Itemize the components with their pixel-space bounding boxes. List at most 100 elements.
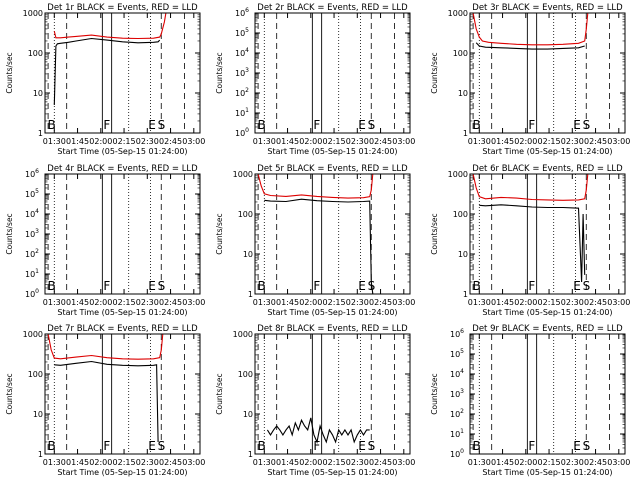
y-tick-label: 1000 (233, 170, 253, 179)
x-tick-label: 02:30 (136, 458, 159, 467)
event-marker-f: F (528, 279, 535, 293)
event-marker-e: E (358, 279, 366, 293)
y-tick-exponent: 4 (35, 208, 39, 215)
x-tick-label: 02:15 (113, 298, 136, 307)
y-tick-label: 10 (458, 89, 468, 98)
y-tick-exponent: 2 (35, 248, 39, 255)
x-tick-label: 01:45 (276, 298, 299, 307)
x-axis-label: Start Time (05-Sep-15 01:24:00) (482, 147, 612, 156)
detector-panel-8: Det 8r BLACK = Events, RED = LLD B F E S 1 10 1… (215, 324, 415, 477)
event-marker-f: F (528, 439, 535, 453)
panel-title: Det 2r BLACK = Events, RED = LLD (257, 3, 408, 13)
x-tick-label: 02:15 (538, 137, 561, 146)
event-marker-b: B (473, 118, 481, 132)
y-tick-label: 103 (25, 228, 39, 239)
y-tick-exponent: 2 (460, 408, 464, 415)
y-axis-label: Counts/sec (430, 373, 439, 414)
panel-title: Det 6r BLACK = Events, RED = LLD (472, 164, 623, 174)
y-tick-exponent: 0 (35, 288, 39, 295)
x-tick-label: 01:30 (253, 298, 276, 307)
y-tick-label: 10 (243, 250, 253, 259)
event-marker-e: E (573, 279, 581, 293)
y-axis-label: Counts/sec (5, 373, 14, 414)
x-tick-label: 02:45 (369, 298, 392, 307)
y-tick-label: 101 (25, 268, 39, 279)
x-tick-label: 01:30 (468, 137, 491, 146)
y-tick-exponent: 1 (460, 428, 464, 435)
x-tick-label: 01:30 (43, 458, 66, 467)
x-tick-label: 01:45 (66, 458, 89, 467)
x-tick-label: 02:45 (159, 458, 182, 467)
event-marker-e: E (358, 439, 366, 453)
y-tick-label: 1 (38, 450, 43, 459)
x-tick-label: 02:00 (514, 298, 537, 307)
x-axis-label: Start Time (05-Sep-15 01:24:00) (482, 308, 612, 317)
x-tick-label: 01:45 (491, 137, 514, 146)
event-marker-f: F (103, 118, 110, 132)
events-series-line (54, 360, 159, 443)
plot-frame (469, 173, 626, 295)
x-tick-label: 01:45 (66, 137, 89, 146)
x-tick-label: 01:30 (253, 137, 276, 146)
x-tick-label: 02:15 (323, 137, 346, 146)
y-tick-label: 1 (38, 129, 43, 138)
y-axis-label: Counts/sec (430, 52, 439, 93)
panel-title: Det 3r BLACK = Events, RED = LLD (472, 3, 623, 13)
x-axis-label: Start Time (05-Sep-15 01:24:00) (267, 468, 397, 477)
x-tick-label: 01:30 (468, 298, 491, 307)
event-marker-b: B (48, 439, 56, 453)
y-tick-exponent: 0 (460, 448, 464, 455)
x-tick-label: 01:45 (491, 298, 514, 307)
event-marker-b: B (48, 279, 56, 293)
x-axis-label: Start Time (05-Sep-15 01:24:00) (57, 468, 187, 477)
x-tick-label: 03:00 (607, 137, 630, 146)
events-series-line (266, 417, 370, 444)
x-tick-label: 01:45 (276, 137, 299, 146)
event-marker-s: S (158, 279, 166, 293)
y-tick-exponent: 0 (245, 127, 249, 134)
x-tick-label: 02:00 (299, 298, 322, 307)
panel-title: Det 8r BLACK = Events, RED = LLD (257, 324, 408, 334)
event-marker-e: E (148, 118, 156, 132)
x-axis-label: Start Time (05-Sep-15 01:24:00) (267, 147, 397, 156)
y-tick-label: 100 (238, 370, 253, 379)
y-axis-label: Counts/sec (215, 52, 224, 93)
event-marker-b: B (258, 279, 266, 293)
x-tick-label: 02:30 (346, 458, 369, 467)
x-tick-label: 02:00 (299, 458, 322, 467)
plot-frame (44, 173, 201, 295)
detector-panel-6: Det 6r BLACK = Events, RED = LLD B F E S 1 10 1… (430, 164, 630, 317)
x-tick-label: 02:30 (136, 137, 159, 146)
x-axis-label: Start Time (05-Sep-15 01:24:00) (267, 308, 397, 317)
x-tick-label: 02:30 (561, 298, 584, 307)
y-tick-label: 100 (25, 288, 39, 299)
y-tick-label: 104 (25, 208, 39, 219)
events-series-line (475, 42, 585, 50)
y-tick-label: 104 (235, 47, 249, 58)
x-tick-label: 01:45 (66, 298, 89, 307)
plot-frame (254, 12, 411, 134)
event-marker-f: F (528, 118, 535, 132)
x-tick-label: 02:00 (89, 458, 112, 467)
events-series-line (264, 198, 374, 295)
x-tick-label: 03:00 (607, 298, 630, 307)
event-marker-f: F (313, 279, 320, 293)
plot-frame (469, 12, 626, 134)
y-tick-exponent: 3 (35, 228, 39, 235)
panel-title: Det 9r BLACK = Events, RED = LLD (472, 324, 623, 334)
x-tick-label: 03:00 (607, 458, 630, 467)
y-tick-label: 1 (248, 450, 253, 459)
y-tick-exponent: 1 (35, 268, 39, 275)
x-tick-label: 03:00 (392, 298, 415, 307)
y-tick-label: 1000 (448, 170, 468, 179)
event-marker-s: S (368, 118, 376, 132)
event-marker-s: S (368, 279, 376, 293)
x-tick-label: 02:45 (584, 458, 607, 467)
event-marker-s: S (158, 439, 166, 453)
event-marker-e: E (573, 439, 581, 453)
event-marker-e: E (573, 118, 581, 132)
y-tick-label: 106 (25, 168, 39, 179)
y-tick-label: 10 (243, 410, 253, 419)
panel-title: Det 1r BLACK = Events, RED = LLD (47, 3, 198, 13)
